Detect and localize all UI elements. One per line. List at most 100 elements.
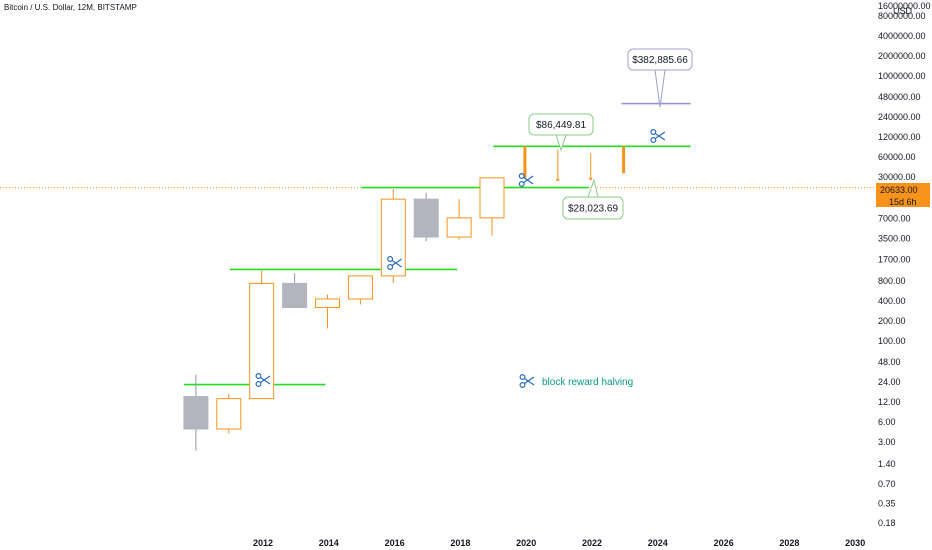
time-tick-label: 2026 (714, 538, 734, 548)
scissors-blade (391, 258, 402, 266)
candle[interactable] (446, 199, 472, 240)
scissors-handle (387, 255, 394, 263)
scissors-blade (654, 133, 666, 141)
time-tick-label: 2030 (845, 538, 865, 548)
candle-body (413, 198, 439, 238)
scissors-blade (654, 131, 666, 139)
time-tick-label: 2028 (779, 538, 799, 548)
candle[interactable] (523, 146, 527, 178)
candle-body (347, 275, 373, 300)
scissors-blade (523, 175, 534, 183)
candle-body (249, 282, 275, 400)
candle-body (523, 146, 527, 178)
callout-label: $86,449.81 (536, 120, 586, 131)
callout-box (627, 48, 693, 71)
candle[interactable] (380, 188, 406, 283)
price-tick-label: 60000.00 (878, 152, 916, 162)
price-tick-label: 0.18 (878, 518, 896, 528)
candle[interactable] (347, 275, 373, 305)
price-tick-label: 6.00 (878, 417, 896, 427)
legend-scissors-icon (519, 373, 535, 389)
price-tick-label: 480000.00 (878, 92, 921, 102)
callout-box (562, 196, 624, 220)
legend-label: block reward halving (542, 377, 633, 388)
scissors-handle (255, 380, 262, 388)
callout-2022[interactable]: $28,023.69 (562, 178, 624, 220)
time-tick-label: 2018 (450, 538, 470, 548)
scissors-blade (523, 177, 534, 185)
price-tick-label: 24.00 (878, 377, 901, 387)
price-tick-label: 12.00 (878, 397, 901, 407)
price-tick-label: 1700.00 (878, 254, 911, 264)
price-badges: 20633.00 15d 6h (876, 183, 930, 207)
scissors-handle (387, 263, 394, 271)
price-tick-label: 200.00 (878, 316, 906, 326)
candle-body (556, 178, 560, 181)
price-tick-label: 7000.00 (878, 214, 911, 224)
price-tick-label: 1000000.00 (878, 71, 926, 81)
legend: block reward halving (519, 373, 633, 389)
candle-body (380, 198, 406, 277)
scissors-blade (391, 260, 402, 268)
scissors-blade (260, 377, 271, 385)
callout-label: $28,023.69 (568, 204, 618, 215)
price-tick-label: 1.40 (878, 459, 896, 469)
price-tick-label: 8000000.00 (878, 11, 926, 21)
price-tick-label: 3.00 (878, 437, 896, 447)
halving-markers (255, 128, 666, 388)
current-price-label: 20633.00 (880, 185, 918, 195)
time-tick-label: 2022 (582, 538, 602, 548)
candle-body (622, 146, 626, 174)
callouts-layer: $86,449.81 $28,023.69 $382,885.66 (528, 48, 693, 220)
callout-peak-2021[interactable]: $86,449.81 (528, 113, 594, 152)
price-tick-label: 120000.00 (878, 132, 921, 142)
scissors-handle (255, 372, 262, 380)
scissors-icon (387, 255, 402, 271)
candle-body (446, 217, 472, 238)
callout-pointer (654, 69, 666, 108)
scissors-icon (255, 372, 271, 388)
price-tick-label: 2000000.00 (878, 51, 926, 61)
countdown-badge (876, 195, 930, 207)
scissors-handle (650, 136, 657, 144)
price-tick-label: 100.00 (878, 336, 906, 346)
price-tick-label: 800.00 (878, 276, 906, 286)
candle[interactable] (556, 149, 560, 181)
candle[interactable] (622, 146, 626, 174)
callout-projection[interactable]: $382,885.66 (627, 48, 693, 108)
price-tick-label: 0.35 (878, 499, 896, 509)
price-tick-label: 4000000.00 (878, 31, 926, 41)
candle[interactable] (282, 273, 308, 308)
price-axis: 16000000.00 USD 8000000.00 4000000.00 2000… (878, 1, 931, 528)
chart-title: Bitcoin / U.S. Dollar, 12M, BITSTAMP (4, 3, 137, 12)
time-tick-label: 2012 (253, 538, 273, 548)
time-tick-label: 2014 (319, 538, 339, 548)
price-tick-label: 400.00 (878, 296, 906, 306)
time-axis: 2012 2014 2016 2018 2020 2022 2024 2026 2028 2030 (253, 538, 865, 548)
price-tick-label: 240000.00 (878, 112, 921, 122)
candle-body (589, 177, 593, 180)
candle-body (479, 177, 505, 219)
scissors-icon (518, 172, 534, 188)
candle[interactable] (216, 393, 242, 434)
candle-body (315, 298, 340, 308)
candle[interactable] (315, 294, 340, 329)
candles-layer (183, 146, 626, 451)
price-tick-label: 30000.00 (878, 172, 916, 182)
candle[interactable] (183, 374, 209, 451)
time-tick-label: 2024 (648, 538, 668, 548)
price-tick-label: 3500.00 (878, 234, 911, 244)
candle-body (282, 282, 308, 308)
current-price-badge (876, 183, 930, 195)
price-axis-currency: USD (893, 6, 913, 16)
candle[interactable] (413, 192, 439, 242)
scissors-handle (650, 128, 657, 136)
candle[interactable] (249, 270, 275, 400)
candle[interactable] (589, 153, 593, 180)
callout-pointer (555, 134, 567, 152)
callout-label: $382,885.66 (632, 55, 688, 66)
scissors-handle (518, 172, 525, 180)
candle[interactable] (479, 177, 505, 236)
price-axis-top-label: 16000000.00 (878, 1, 931, 11)
